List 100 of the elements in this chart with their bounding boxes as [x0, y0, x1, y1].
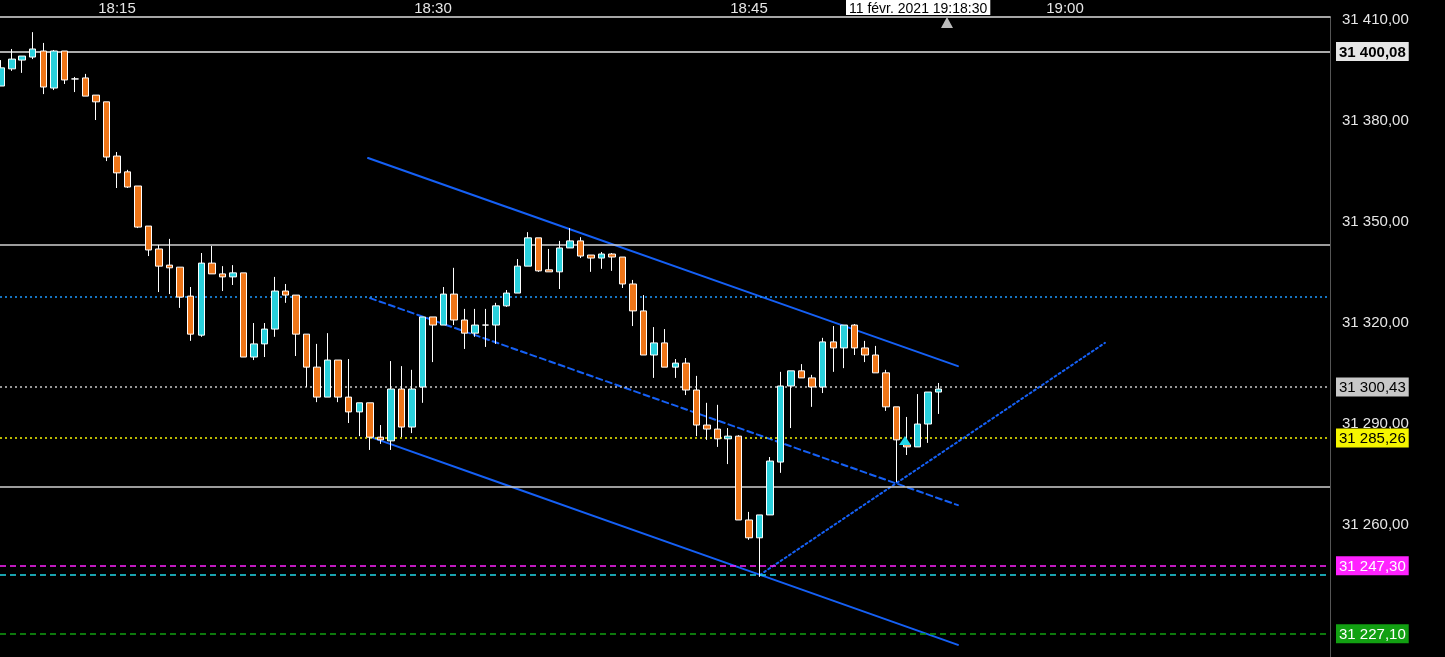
candlestick [903, 416, 911, 456]
candlestick [124, 169, 131, 189]
candlestick [345, 358, 352, 424]
candlestick [50, 49, 58, 91]
candlestick [819, 337, 826, 394]
candlestick [356, 402, 363, 437]
candlestick [261, 322, 268, 358]
candlestick [798, 363, 805, 379]
candlestick [82, 73, 89, 97]
candlestick [650, 326, 658, 379]
candlestick [935, 382, 942, 415]
candlestick [450, 267, 458, 326]
candlestick [840, 324, 848, 369]
candlestick [8, 48, 16, 72]
x-tick-label: 18:45 [730, 0, 768, 16]
candlestick [914, 393, 921, 448]
candlestick [830, 325, 837, 373]
candlestick [861, 340, 869, 363]
candlestick [851, 323, 858, 356]
candlestick [145, 225, 152, 257]
candlestick [545, 248, 553, 273]
y-tick-label: 31 260,00 [1342, 514, 1409, 532]
candlestick [419, 316, 426, 404]
candlestick [471, 308, 479, 338]
ref-line-label: 31 400,08 [1339, 42, 1406, 60]
candlestick [113, 151, 121, 189]
x-tick-label: 19:00 [1046, 0, 1084, 16]
text: 11 févr. 2021 19:18:30 [849, 0, 988, 16]
candlestick [492, 302, 500, 345]
candlestick [229, 264, 237, 286]
candlestick [250, 322, 258, 361]
candlestick [429, 316, 437, 363]
candlestick [40, 42, 47, 95]
candlestick [714, 404, 721, 448]
y-tick-label: 31 290,00 [1342, 413, 1409, 431]
candlestick [566, 227, 574, 249]
candlestick [724, 427, 732, 465]
candlestick [808, 374, 816, 408]
candlestick [461, 308, 468, 350]
candlestick [292, 294, 300, 357]
candlestick [745, 511, 753, 541]
candlestick [735, 434, 742, 521]
x-tick-label: 18:30 [414, 0, 452, 16]
candlestick [629, 279, 637, 327]
candlestick [366, 402, 374, 451]
candlestick [155, 244, 163, 293]
y-tick-label: 31 410,00 [1342, 9, 1409, 27]
candlestick [535, 237, 542, 273]
candlestick [134, 185, 142, 229]
candlestick [324, 332, 331, 398]
candlestick [240, 272, 247, 358]
candlestick [577, 236, 584, 259]
candlestick [71, 76, 79, 93]
candlestick [503, 289, 510, 308]
y-tick-label: 31 350,00 [1342, 211, 1409, 229]
candlestick [408, 369, 416, 434]
candlestick [524, 231, 532, 267]
candlestick [640, 294, 647, 356]
ref-line-label: 31 285,26 [1339, 429, 1406, 447]
candlestick [440, 286, 447, 326]
candlestick [693, 375, 700, 437]
candlestick [872, 345, 879, 374]
candlestick [271, 276, 279, 338]
candlestick [893, 406, 900, 483]
candlestick [924, 391, 932, 444]
candlestick [334, 359, 342, 403]
candlestick [882, 369, 890, 412]
candlestick [61, 50, 68, 85]
candlestick [282, 283, 289, 304]
candlestick [303, 333, 310, 388]
candlestick [514, 258, 521, 294]
candlestick [176, 266, 184, 309]
candlestick [587, 254, 595, 273]
candlestick [619, 256, 626, 289]
candlestick [377, 424, 384, 445]
y-tick-label: 31 320,00 [1342, 312, 1409, 330]
candlestick [313, 343, 321, 403]
ref-line-label: 31 227,10 [1339, 625, 1406, 643]
candlestick [682, 357, 690, 396]
x-tick-label: 18:15 [98, 0, 136, 16]
candlestick [387, 360, 395, 451]
candlestick [92, 94, 100, 121]
candlestick [703, 402, 711, 441]
candlestick [766, 456, 774, 516]
candlestick [219, 265, 226, 292]
candlestick [672, 358, 679, 379]
y-tick-label: 31 380,00 [1342, 110, 1409, 128]
candlestick [29, 31, 36, 60]
candlestick [18, 55, 26, 74]
ref-line-label: 31 300,43 [1339, 378, 1406, 396]
candlestick [198, 252, 205, 338]
candlestick [598, 251, 605, 270]
candlestick [398, 365, 405, 438]
ref-line-label: 31 247,30 [1339, 557, 1406, 575]
candlestick [608, 252, 616, 272]
candlestick [777, 371, 784, 474]
candlestick [482, 308, 489, 348]
candlestick [187, 286, 194, 342]
candlestick [103, 101, 110, 162]
candlestick [787, 370, 795, 429]
